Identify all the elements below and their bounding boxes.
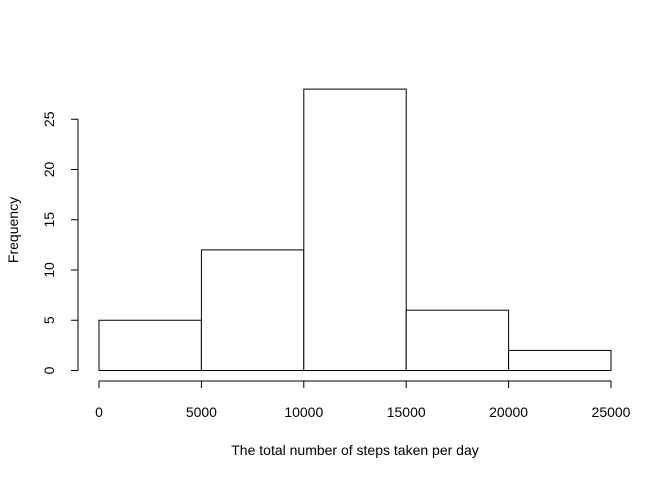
x-tick-label-1: 5000	[186, 404, 217, 420]
x-tick-label-4: 20000	[489, 404, 528, 420]
x-tick-label-0: 0	[95, 404, 103, 420]
x-tick-label-2: 10000	[284, 404, 323, 420]
y-tick-label-2: 10	[41, 262, 57, 278]
y-tick-label-3: 15	[41, 212, 57, 228]
histogram-bar-3	[405, 309, 510, 372]
x-axis: 0 5000 10000 15000 20000 25000	[95, 380, 631, 420]
histogram-bar-4	[508, 349, 612, 371]
y-tick-label-5: 25	[41, 111, 57, 127]
x-tick-label-3: 15000	[387, 404, 426, 420]
bars-group	[98, 88, 612, 372]
y-tick-label-4: 20	[41, 162, 57, 178]
y-axis: 0 5 10 15 20 25	[41, 111, 79, 374]
x-tick-label-5: 25000	[592, 404, 631, 420]
y-tick-label-0: 0	[41, 366, 57, 374]
y-tick-label-1: 5	[41, 316, 57, 324]
histogram-bar-2	[303, 88, 407, 371]
histogram-bar-1	[200, 249, 305, 371]
x-axis-title: The total number of steps taken per day	[231, 442, 478, 458]
histogram-bar-0	[98, 319, 202, 371]
y-axis-title: Frequency	[5, 197, 21, 263]
